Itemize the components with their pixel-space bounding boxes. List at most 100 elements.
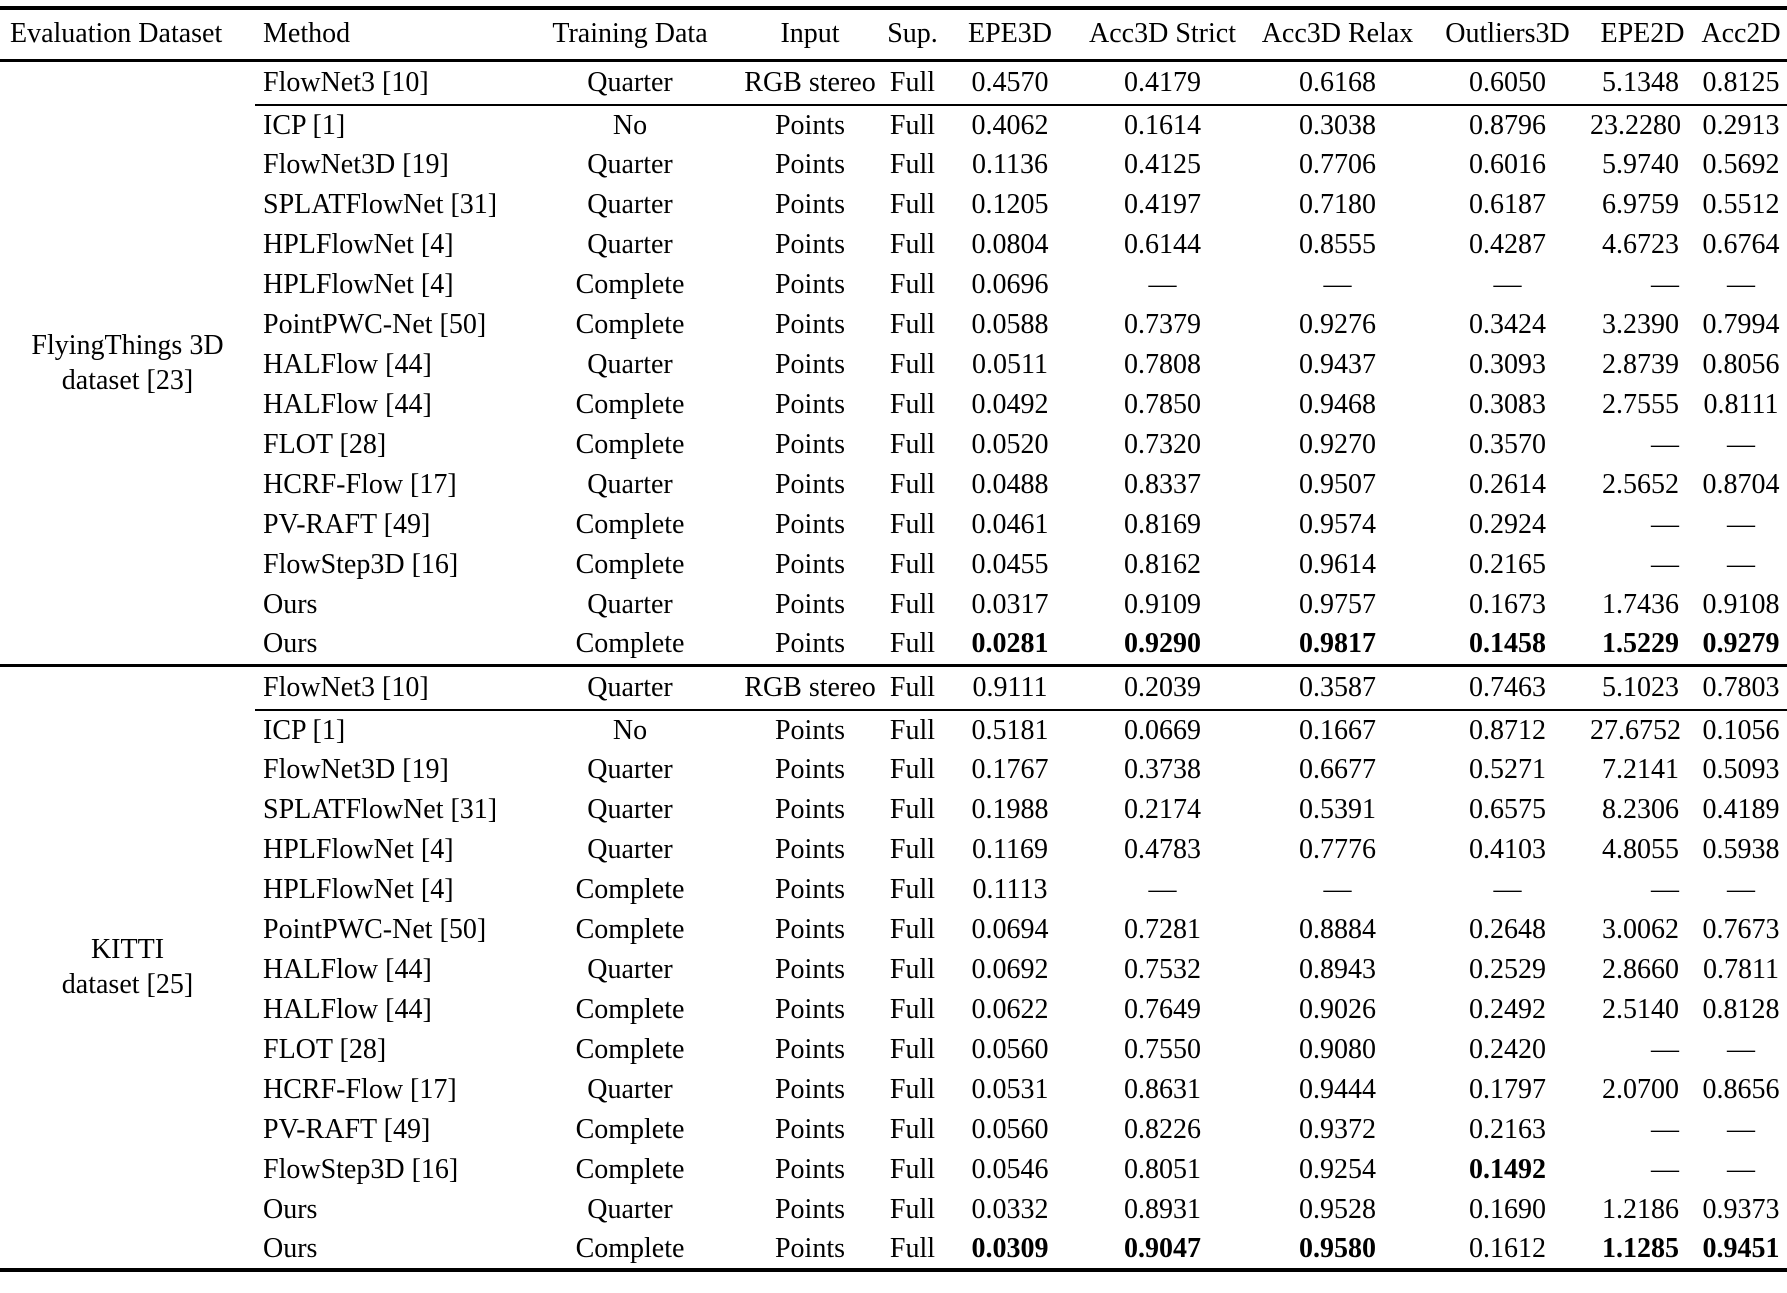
column-header-evaluation-dataset: Evaluation Dataset [10, 18, 223, 50]
cell-input: Points [774, 589, 846, 620]
cell-acc2d: 0.4189 [1702, 794, 1780, 825]
cell-acc2d: — [1727, 429, 1755, 460]
cell-acc3d-relax: 0.7776 [1299, 834, 1376, 865]
cell-outliers3d: 0.2492 [1469, 994, 1546, 1025]
cell-epe2d: 2.8739 [1602, 349, 1679, 380]
cell-epe3d: 0.0546 [971, 1154, 1049, 1185]
table-row: HALFlow [44] Complete Points Full 0.0622 0.76… [0, 990, 1787, 1030]
cell-method: Ours [263, 589, 318, 620]
cell-outliers3d: 0.4287 [1469, 229, 1546, 260]
cell-method: PointPWC-Net [50] [263, 309, 487, 340]
cell-epe3d: 0.0694 [971, 914, 1049, 945]
cell-input: Points [774, 309, 846, 340]
cell-method: FLOT [28] [263, 1034, 387, 1065]
table-row: PointPWC-Net [50] Complete Points Full 0.069… [0, 910, 1787, 950]
cell-acc3d-relax: 0.9444 [1299, 1074, 1376, 1105]
cell-method: FlowNet3D [19] [263, 754, 449, 785]
cell-outliers3d: 0.3083 [1469, 389, 1546, 420]
cell-outliers3d: — [1493, 269, 1522, 300]
cell-training-data: Quarter [587, 349, 673, 380]
cell-acc2d: 0.1056 [1702, 714, 1780, 746]
cell-epe3d: 0.0588 [971, 309, 1049, 340]
cell-acc3d-strict: 0.4783 [1124, 834, 1201, 865]
cell-outliers3d: 0.2420 [1469, 1034, 1546, 1065]
cell-acc3d-relax: 0.9580 [1299, 1233, 1376, 1264]
cell-epe3d: 0.0332 [971, 1194, 1049, 1225]
cell-training-data: Quarter [587, 469, 673, 500]
cell-acc3d-strict: 0.4197 [1124, 189, 1201, 220]
cell-method: HPLFlowNet [4] [263, 834, 454, 865]
cell-epe3d: 0.1767 [971, 754, 1049, 785]
cell-sup: Full [889, 754, 936, 785]
cell-acc3d-relax: — [1323, 269, 1352, 300]
cell-epe2d: 7.2141 [1602, 754, 1679, 785]
cell-acc3d-strict: 0.8931 [1124, 1194, 1201, 1225]
cell-epe3d: 0.0622 [971, 994, 1049, 1025]
cell-acc3d-strict: 0.2039 [1075, 665, 1250, 711]
cell-epe3d: 0.0560 [971, 1114, 1049, 1145]
cell-training-data: Quarter [520, 665, 740, 711]
cell-acc2d: — [1727, 1114, 1755, 1145]
cell-method: HALFlow [44] [263, 389, 432, 420]
cell-epe2d: — [1651, 1114, 1679, 1145]
table-row: HCRF-Flow [17] Quarter Points Full 0.0488 0.8… [0, 465, 1787, 505]
cell-sup: Full [889, 954, 936, 985]
cell-acc2d: 0.5512 [1702, 189, 1780, 220]
cell-acc3d-relax: 0.6168 [1250, 60, 1425, 106]
cell-outliers3d: 0.6575 [1469, 794, 1546, 825]
cell-input: Points [774, 109, 846, 141]
table-row: HCRF-Flow [17] Quarter Points Full 0.0531 0.8… [0, 1070, 1787, 1110]
cell-outliers3d: 0.4103 [1469, 834, 1546, 865]
cell-acc3d-relax: 0.3038 [1299, 109, 1376, 141]
cell-acc2d: — [1727, 549, 1755, 580]
cell-epe3d: 0.0492 [971, 389, 1049, 420]
cell-acc3d-relax: 0.8555 [1299, 229, 1376, 260]
cell-acc3d-relax: 0.9757 [1299, 589, 1376, 620]
cell-input: Points [774, 834, 846, 865]
cell-input: Points [774, 389, 846, 420]
cell-acc3d-strict: 0.7320 [1124, 429, 1201, 460]
dataset-label-line: dataset [25] [61, 969, 194, 1001]
cell-epe3d: 0.0804 [971, 229, 1049, 260]
cell-sup: Full [889, 189, 936, 220]
cell-sup: Full [889, 794, 936, 825]
cell-epe2d: 3.2390 [1602, 309, 1679, 340]
cell-acc2d: — [1727, 509, 1755, 540]
cell-acc3d-strict: 0.4179 [1075, 60, 1250, 106]
cell-method: FlowStep3D [16] [263, 549, 459, 580]
cell-acc3d-relax: 0.9817 [1299, 628, 1376, 660]
cell-input: Points [774, 269, 846, 300]
cell-training-data: Complete [575, 309, 685, 340]
cell-method: HCRF-Flow [17] [263, 469, 457, 500]
cell-epe3d: 0.0560 [971, 1034, 1049, 1065]
cell-acc2d: 0.9373 [1702, 1194, 1780, 1225]
cell-epe2d: 4.8055 [1602, 834, 1679, 865]
cell-epe2d: 6.9759 [1602, 189, 1679, 220]
cell-epe2d: 23.2280 [1590, 109, 1681, 141]
table-header: Evaluation Dataset Method Training Data … [0, 8, 1787, 60]
cell-acc3d-strict: — [1148, 269, 1177, 300]
dataset-label: FlyingThings 3D dataset [23] [0, 60, 255, 665]
cell-input: Points [774, 874, 846, 905]
cell-training-data: Complete [575, 269, 685, 300]
cell-outliers3d: 0.2924 [1469, 509, 1546, 540]
cell-training-data: Complete [575, 994, 685, 1025]
cell-acc3d-relax: — [1323, 874, 1352, 905]
table-row: FLOT [28] Complete Points Full 0.0560 0.7550 0… [0, 1030, 1787, 1070]
dataset-section: KITTI dataset [25] FlowNet3 [10] Quarter RGB… [0, 665, 1787, 1270]
cell-training-data: Quarter [587, 1074, 673, 1105]
cell-acc2d: 0.7811 [1703, 954, 1779, 985]
header-row: Evaluation Dataset Method Training Data … [0, 8, 1787, 60]
table-row: HALFlow [44] Quarter Points Full 0.0511 0.780… [0, 345, 1787, 385]
cell-method: FlowStep3D [16] [263, 1154, 459, 1185]
cell-acc2d: 0.2913 [1702, 109, 1780, 141]
table-row: HPLFlowNet [4] Quarter Points Full 0.0804 0.6… [0, 225, 1787, 265]
cell-method: HPLFlowNet [4] [263, 269, 454, 300]
cell-acc3d-relax: 0.9574 [1299, 509, 1376, 540]
cell-training-data: Quarter [587, 149, 673, 180]
cell-outliers3d: 0.1612 [1469, 1233, 1546, 1264]
cell-acc3d-strict: 0.7850 [1124, 389, 1201, 420]
cell-training-data: Quarter [587, 589, 673, 620]
table-row: FlowNet3D [19] Quarter Points Full 0.1136 0.4… [0, 145, 1787, 185]
table-row: FlowNet3D [19] Quarter Points Full 0.1767 0.3… [0, 750, 1787, 790]
